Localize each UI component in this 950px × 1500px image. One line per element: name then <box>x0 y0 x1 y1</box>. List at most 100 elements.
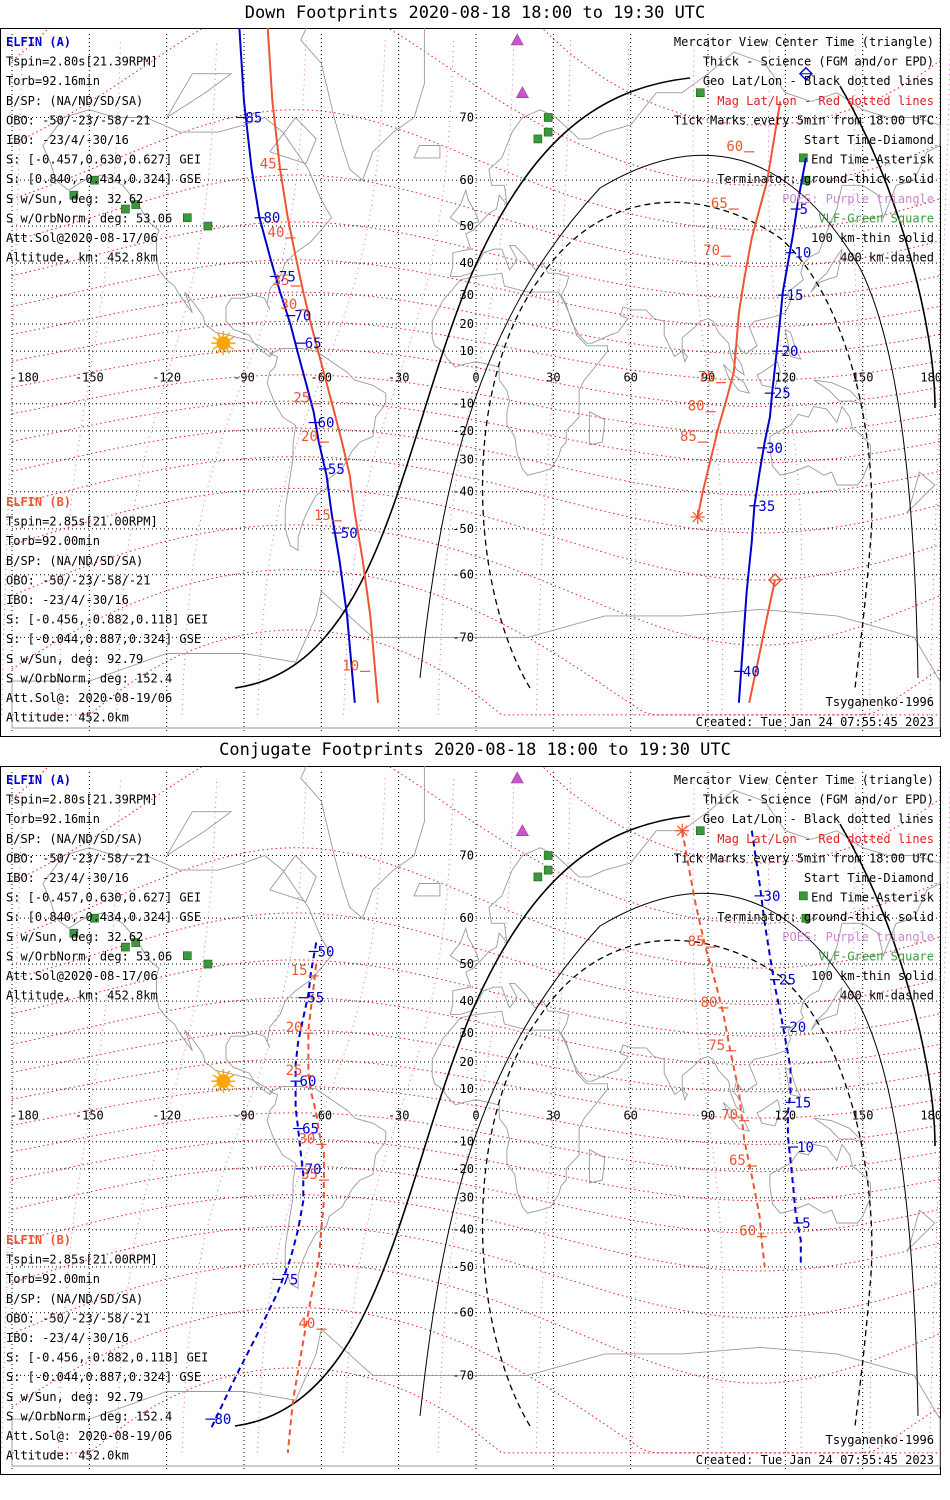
coastline <box>449 188 480 227</box>
elfin-a-tick-label: 30 <box>766 441 783 457</box>
elfin-b-tick-label: 85 <box>688 934 705 950</box>
lon-label: 150 <box>852 1108 874 1122</box>
lat-label: -60 <box>452 1306 474 1320</box>
mag-parallel <box>11 456 941 534</box>
legend-line: Thick - Science (FGM and/or EPD) <box>703 55 934 69</box>
legend-line: POES: Purple triangle <box>782 930 934 944</box>
elfin-b-tick-label: 65 <box>729 1153 746 1169</box>
sun-ray <box>229 336 235 341</box>
coastline <box>769 405 871 486</box>
coastline <box>413 145 441 159</box>
lat-label: 20 <box>460 1055 474 1069</box>
lat-label: -70 <box>452 630 474 644</box>
coastline <box>431 272 608 476</box>
elfin-a-tick-label: 15 <box>794 1095 811 1111</box>
lon-label: 30 <box>546 370 560 384</box>
model-label: Tsyganenko-1996 <box>826 1433 934 1447</box>
vlf-square-icon <box>121 204 130 214</box>
legend-line: 400 km-dashed <box>840 251 934 265</box>
elfin-b-track <box>748 579 776 704</box>
vlf-square-icon <box>69 190 79 200</box>
vlf-square-icon <box>533 134 543 144</box>
elfin-a-tick-label: 70 <box>305 1162 322 1178</box>
elfin-a-tick-label: 80 <box>214 1412 231 1428</box>
elfin-a-tick-label: 75 <box>279 269 296 285</box>
elfin-b-track <box>266 28 379 703</box>
elfin-a-tick-label: 25 <box>779 973 796 989</box>
lon-label: -150 <box>75 1108 104 1122</box>
mag-parallel <box>11 997 941 1066</box>
created-label: Created: Tue Jan 24 07:55:45 2023 <box>696 715 934 729</box>
created-label: Created: Tue Jan 24 07:55:45 2023 <box>696 1453 934 1467</box>
lon-label: 90 <box>701 1108 715 1122</box>
elfin-b-info-line: S w/OrbNorm, deg: 152.4 <box>6 1409 172 1423</box>
sun-ray <box>216 348 221 354</box>
elfin-a-info-line: S: [-0.457,0.630,0.627] GEI <box>6 153 201 167</box>
elfin-a-info-line: S: [0.840,-0.434,0.324] GSE <box>6 910 201 924</box>
coastline <box>813 379 865 405</box>
down-footprints-map: -180 -150 -120 -90 -60 -30 0 30 60 90 120 150 180 70 6… <box>0 28 950 737</box>
elfin-a-tick-label: 65 <box>302 1122 319 1138</box>
elfin-b-tick-label: 70 <box>703 243 720 259</box>
lat-label: 30 <box>460 288 474 302</box>
poes-triangle-icon <box>515 86 529 99</box>
elfin-b-tick-label: 80 <box>701 995 718 1011</box>
elfin-b-tick-label: 10 <box>342 658 359 674</box>
elfin-b-tick-label: 35 <box>301 1167 318 1183</box>
elfin-b-info-line: S: [-0.456,-0.882,0.118] GEI <box>6 1351 208 1365</box>
mag-parallel <box>11 569 941 716</box>
terminator-ground <box>234 815 691 1427</box>
elfin-b-info-line: ELFIN (B) <box>6 1233 71 1247</box>
lon-label: 120 <box>774 1108 796 1122</box>
elfin-a-info-line: Torb=92.16min <box>6 812 100 826</box>
elfin-a-tick-label: 50 <box>318 944 335 960</box>
coastline <box>166 73 233 118</box>
mag-parallel <box>11 1165 941 1234</box>
mag-parallel <box>11 109 941 231</box>
elfin-a-tick-label: 55 <box>328 462 345 478</box>
mag-parallel <box>11 427 941 496</box>
lat-label: -50 <box>452 522 474 536</box>
mag-parallel <box>11 374 941 435</box>
elfin-a-info-line: ELFIN (A) <box>6 35 71 49</box>
mag-parallel <box>11 766 941 924</box>
conjugate-footprints-map: -180 -150 -120 -90 -60 -30 0 30 60 90 120 150 180 70 6… <box>0 766 950 1475</box>
elfin-b-tick-label: 15 <box>314 508 331 524</box>
elfin-a-tick-label: 20 <box>782 344 799 360</box>
vlf-square-icon <box>182 951 192 961</box>
elfin-b-tick-label: 20 <box>301 429 318 445</box>
coastline <box>723 1102 751 1132</box>
elfin-a-info-line: IBO: -23/4/-30/16 <box>6 133 129 147</box>
terminator-400km <box>481 201 873 689</box>
elfin-b-tick-label: 25 <box>286 1063 303 1079</box>
coastline <box>784 328 802 360</box>
mag-parallel <box>11 400 941 464</box>
lon-label: 150 <box>852 370 874 384</box>
mag-parallel <box>11 259 941 328</box>
mag-parallel <box>11 524 941 646</box>
lat-label: -20 <box>452 1162 474 1176</box>
legend-line: Geo Lat/Lon - Black dotted lines <box>703 74 934 88</box>
elfin-a-track <box>750 830 802 1267</box>
elfin-a-tick-label: 10 <box>797 1140 814 1156</box>
mag-parallel <box>11 1225 941 1319</box>
elfin-b-tick-label: 15 <box>291 963 308 979</box>
coastline <box>756 360 781 389</box>
elfin-a-tick-label: 80 <box>263 211 280 227</box>
start-diamond-icon <box>768 573 783 588</box>
legend-line: VLF-Green Square <box>818 211 934 225</box>
coastline <box>11 1328 941 1467</box>
vlf-square-icon <box>69 928 79 938</box>
mag-parallel <box>11 847 941 969</box>
elfin-a-info-line: IBO: -23/4/-30/16 <box>6 871 129 885</box>
mag-parallel <box>11 1138 941 1202</box>
elfin-b-info-line: ELFIN (B) <box>6 495 71 509</box>
elfin-b-info-line: OBO: -50/-23/-58/-21 <box>6 1311 151 1325</box>
coastline <box>300 28 425 181</box>
sun-ray <box>229 1084 235 1088</box>
elfin-a-info-line: S: [0.840,-0.434,0.324] GSE <box>6 172 201 186</box>
legend-line: 100 km-thin solid <box>811 969 934 983</box>
vlf-square-icon <box>182 213 192 223</box>
elfin-a-tick-label: 60 <box>300 1074 317 1090</box>
elfin-b-info-line: S w/Sun, deg: 92.79 <box>6 652 143 666</box>
